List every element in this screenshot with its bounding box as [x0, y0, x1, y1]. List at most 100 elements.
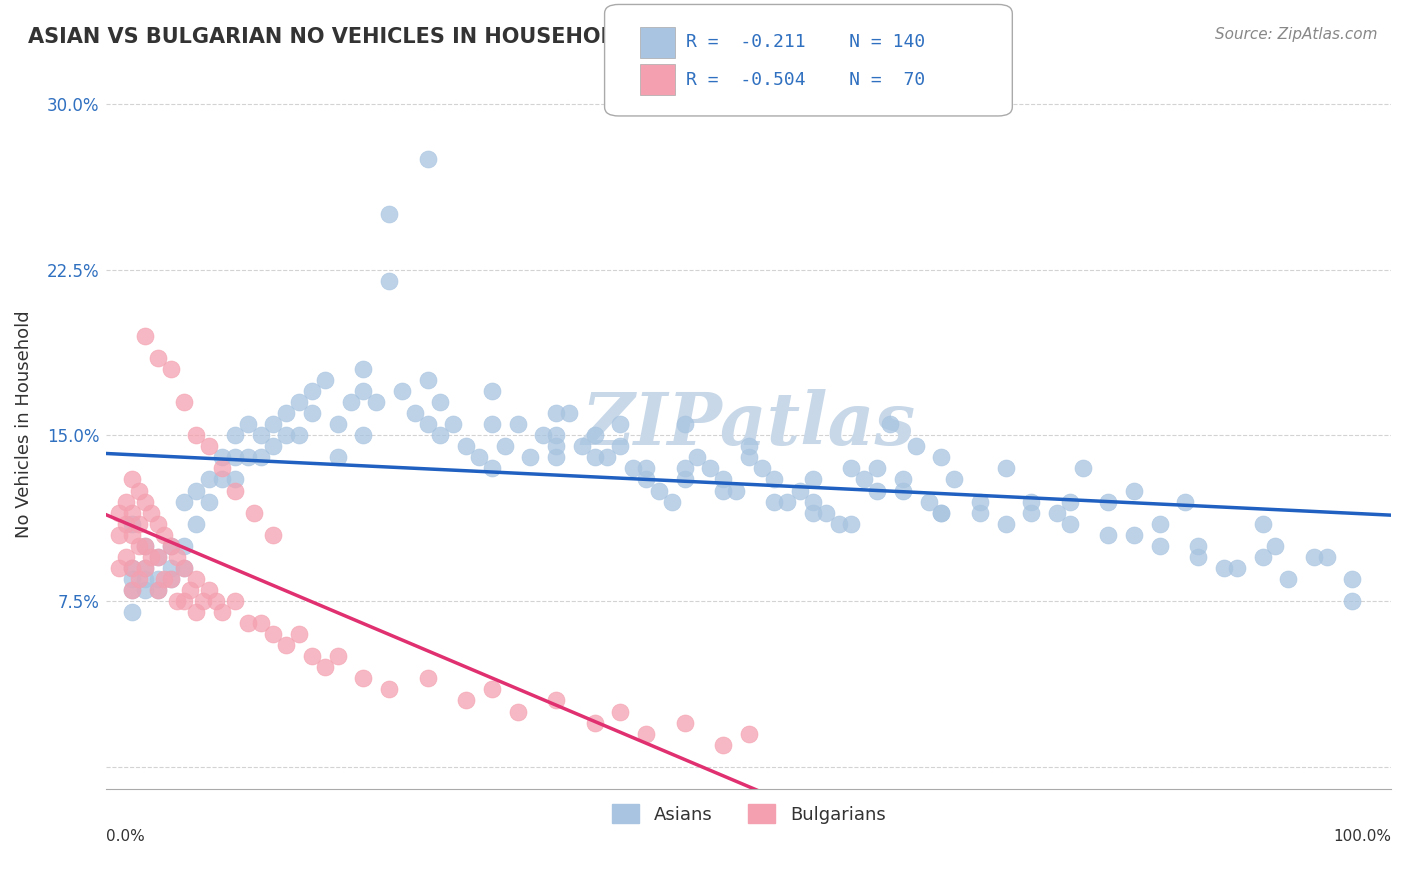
Point	[429, 395, 451, 409]
Point	[339, 395, 361, 409]
Point	[179, 582, 201, 597]
Point	[173, 561, 195, 575]
Point	[931, 506, 953, 520]
Point	[416, 152, 439, 166]
Point	[114, 494, 136, 508]
Point	[738, 726, 761, 740]
Point	[146, 351, 169, 365]
Point	[108, 561, 131, 575]
Point	[673, 417, 696, 432]
Point	[1123, 483, 1146, 498]
Point	[146, 572, 169, 586]
Text: 0.0%: 0.0%	[107, 829, 145, 844]
Point	[352, 671, 374, 685]
Point	[378, 274, 401, 288]
Point	[494, 439, 516, 453]
Point	[224, 428, 246, 442]
Point	[378, 207, 401, 221]
Point	[1059, 516, 1081, 531]
Point	[429, 428, 451, 442]
Point	[814, 506, 837, 520]
Point	[531, 428, 554, 442]
Point	[121, 582, 143, 597]
Text: ZIPatlas: ZIPatlas	[582, 389, 915, 459]
Text: R =  -0.211    N = 140: R = -0.211 N = 140	[686, 33, 925, 51]
Point	[128, 539, 150, 553]
Point	[969, 506, 991, 520]
Point	[673, 715, 696, 730]
Point	[544, 450, 567, 465]
Point	[134, 561, 156, 575]
Point	[801, 494, 824, 508]
Point	[879, 417, 901, 432]
Point	[121, 605, 143, 619]
Point	[224, 473, 246, 487]
Point	[583, 450, 606, 465]
Point	[416, 417, 439, 432]
Point	[173, 594, 195, 608]
Point	[276, 406, 298, 420]
Point	[1123, 527, 1146, 541]
Point	[621, 461, 644, 475]
Point	[198, 473, 221, 487]
Y-axis label: No Vehicles in Household: No Vehicles in Household	[15, 310, 32, 538]
Point	[416, 373, 439, 387]
Point	[326, 649, 349, 664]
Point	[186, 428, 208, 442]
Point	[224, 450, 246, 465]
Point	[481, 682, 503, 697]
Point	[249, 428, 271, 442]
Point	[236, 417, 259, 432]
Point	[609, 705, 631, 719]
Point	[108, 527, 131, 541]
Point	[249, 616, 271, 631]
Point	[583, 715, 606, 730]
Point	[1316, 549, 1339, 564]
Point	[121, 506, 143, 520]
Point	[134, 572, 156, 586]
Point	[827, 516, 849, 531]
Point	[519, 450, 541, 465]
Point	[186, 483, 208, 498]
Point	[224, 483, 246, 498]
Point	[596, 450, 619, 465]
Point	[801, 473, 824, 487]
Point	[1251, 549, 1274, 564]
Point	[763, 494, 786, 508]
Point	[583, 428, 606, 442]
Point	[288, 428, 311, 442]
Point	[1187, 539, 1209, 553]
Point	[1264, 539, 1286, 553]
Point	[506, 705, 529, 719]
Point	[481, 461, 503, 475]
Point	[134, 582, 156, 597]
Point	[314, 373, 336, 387]
Legend: Asians, Bulgarians: Asians, Bulgarians	[605, 797, 893, 830]
Point	[128, 572, 150, 586]
Point	[571, 439, 593, 453]
Point	[146, 549, 169, 564]
Point	[146, 582, 169, 597]
Point	[468, 450, 491, 465]
Point	[738, 439, 761, 453]
Point	[159, 539, 181, 553]
Point	[866, 483, 889, 498]
Point	[173, 494, 195, 508]
Point	[159, 561, 181, 575]
Point	[841, 516, 863, 531]
Point	[211, 473, 233, 487]
Point	[159, 572, 181, 586]
Point	[544, 428, 567, 442]
Point	[969, 494, 991, 508]
Point	[634, 726, 657, 740]
Point	[173, 395, 195, 409]
Point	[1213, 561, 1236, 575]
Point	[121, 527, 143, 541]
Point	[121, 561, 143, 575]
Point	[544, 439, 567, 453]
Point	[159, 539, 181, 553]
Point	[416, 671, 439, 685]
Point	[456, 693, 478, 707]
Point	[128, 483, 150, 498]
Point	[301, 384, 323, 398]
